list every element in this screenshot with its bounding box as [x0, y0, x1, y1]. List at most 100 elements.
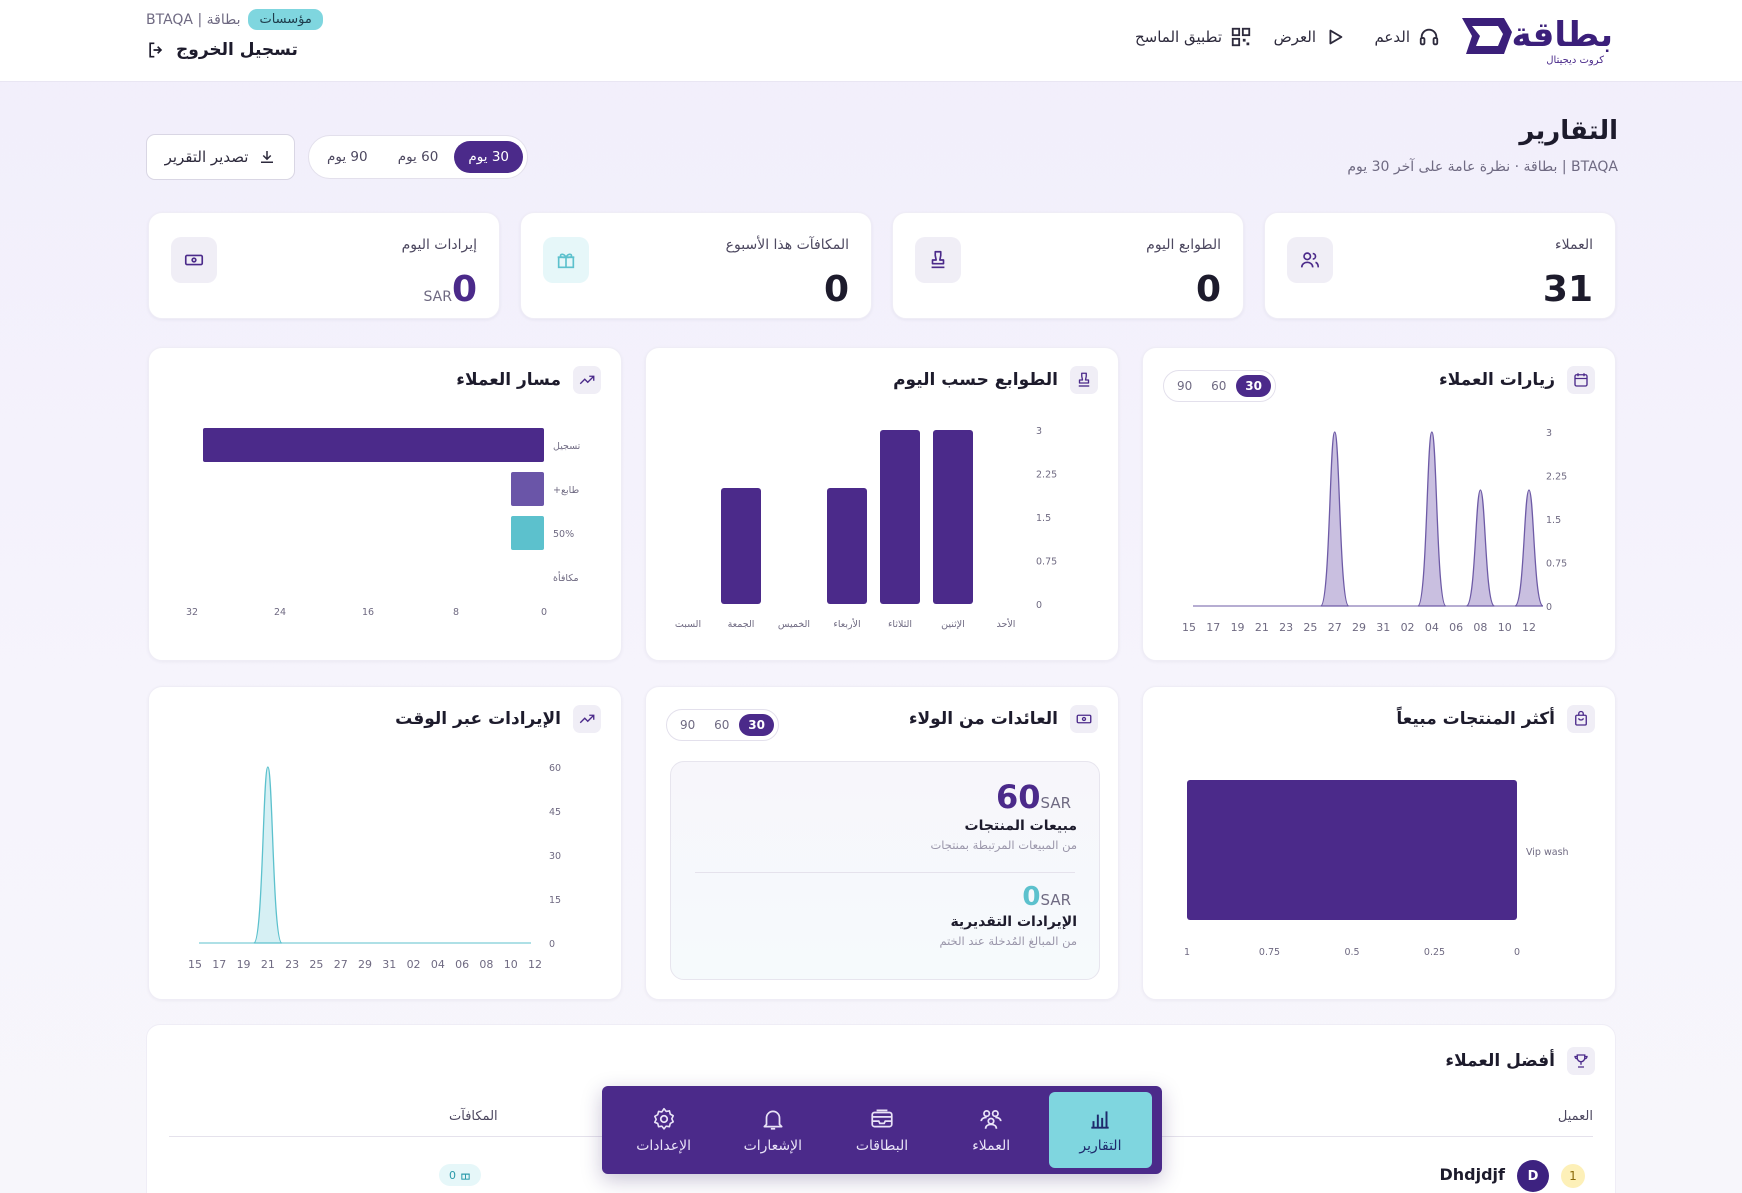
x-tick-label: 0.5 — [1344, 947, 1359, 958]
loyalty-est-title: الإيرادات التقديرية — [950, 914, 1077, 930]
x-tick-label: 02 — [1401, 621, 1415, 634]
visits-period-90[interactable]: 90 — [1177, 379, 1193, 393]
y-tick-label: 50% — [553, 529, 574, 540]
stamps-bar-chart: 0 0.75 1.5 2.25 3 الأحد الإثنين الثلاثاء الأربعا… — [675, 426, 1057, 630]
loyalty-period-90[interactable]: 90 — [680, 718, 696, 732]
stat-rewards-value: 0 — [823, 269, 849, 310]
page-subtitle: BTAQA | بطاقة · نظرة عامة على آخر 30 يوم — [1347, 159, 1618, 175]
nav-support-label: الدعم — [1374, 28, 1410, 46]
settings-icon — [653, 1107, 674, 1130]
x-tick-label: 10 — [1498, 621, 1512, 634]
export-label: تصدير التقرير — [164, 148, 249, 166]
stat-stamps-value: 0 — [1195, 269, 1221, 310]
panel-stamps-title: الطوابع حسب اليوم — [893, 370, 1058, 390]
nav-settings-label: الإعدادات — [636, 1138, 691, 1154]
stat-revenue-today: إيرادات اليوم SAR0 — [148, 212, 500, 319]
nav-scanner-app[interactable]: تطبيق الماسح — [1135, 26, 1252, 48]
products-bar-chart: Vip wash 0 0.25 0.5 0.75 1 — [1184, 780, 1569, 958]
org-type-badge: مؤسسات — [248, 9, 323, 30]
stat-revenue-label: إيرادات اليوم — [401, 237, 477, 253]
y-tick-label: 0 — [1546, 602, 1552, 613]
loyalty-est-value: 0 — [1022, 882, 1041, 912]
logout-icon — [149, 42, 163, 58]
x-tick-label: 0.25 — [1424, 947, 1445, 958]
visits-period-60[interactable]: 60 — [1211, 379, 1227, 393]
x-tick-label: 23 — [1279, 621, 1293, 634]
users-icon — [1287, 237, 1333, 283]
nav-offer-label: العرض — [1273, 28, 1316, 46]
y-tick-label: 30 — [549, 851, 561, 862]
x-tick-label: 29 — [358, 958, 372, 971]
nav-settings[interactable]: الإعدادات — [612, 1092, 715, 1168]
period-selector: 30 يوم 60 يوم 90 يوم — [308, 135, 528, 179]
panel-products-title: أكثر المنتجات مبيعاً — [1396, 709, 1555, 729]
brand-logo[interactable]: بطاقة كروت ديجيتال — [1458, 10, 1618, 66]
export-report-button[interactable]: تصدير التقرير — [146, 134, 295, 180]
cash-icon — [1070, 705, 1098, 733]
y-tick-label: 0.75 — [1036, 557, 1057, 568]
x-tick-label: 06 — [455, 958, 469, 971]
funnel-bar-chart: تسجيل +طابع 50% مكافأة 0 8 16 24 32 — [186, 428, 581, 618]
logout-button[interactable]: تسجيل الخروج — [146, 40, 298, 60]
people-icon — [980, 1110, 1002, 1129]
loyalty-divider — [695, 872, 1075, 873]
data-peak — [1417, 431, 1447, 607]
visits-area-chart: 0 0.75 1.5 2.25 3 15 17 19 21 23 25 27 29 31 02 04 06 08 1… — [1182, 428, 1567, 634]
nav-notifications[interactable]: الإشعارات — [721, 1092, 824, 1168]
data-peak — [1465, 489, 1496, 607]
gift-icon — [461, 1173, 470, 1180]
x-tick-label: 02 — [407, 958, 421, 971]
stat-customers-value: 31 — [1542, 269, 1593, 310]
loyalty-summary-box: 60SAR مبيعات المنتجات من المبيعات المرتب… — [670, 761, 1100, 980]
x-tick-label: 10 — [504, 958, 518, 971]
x-tick-label: 08 — [479, 958, 493, 971]
x-tick-label: 1 — [1184, 947, 1190, 958]
panel-revenue-over-time: الإيرادات عبر الوقت 0 15 30 45 60 15 17 19 21 23 2… — [148, 686, 622, 1000]
loyalty-sales-block: 60SAR مبيعات المنتجات من المبيعات المرتب… — [930, 778, 1077, 852]
nav-offer[interactable]: العرض — [1274, 26, 1346, 48]
y-tick-label: 45 — [549, 807, 561, 818]
org-info: BTAQA | بطاقة مؤسسات — [146, 9, 323, 30]
x-tick-label: 04 — [431, 958, 445, 971]
stat-rewards-label: المكافآت هذا الأسبوع — [725, 237, 849, 253]
nav-customers[interactable]: العملاء — [940, 1092, 1043, 1168]
period-90[interactable]: 90 يوم — [327, 149, 368, 165]
loyalty-period-30[interactable]: 30 — [739, 714, 774, 736]
loyalty-sales-value: 60 — [995, 778, 1041, 816]
x-tick-label: 25 — [1303, 621, 1317, 634]
bar — [203, 428, 544, 462]
customer-rank: 1 — [1561, 1164, 1585, 1188]
nav-support[interactable]: الدعم — [1374, 26, 1440, 48]
nav-reports[interactable]: التقارير — [1048, 1092, 1152, 1168]
bar — [827, 488, 867, 604]
page-title: التقارير — [1519, 116, 1618, 146]
x-tick-label: 0.75 — [1259, 947, 1280, 958]
y-tick-label: مكافأة — [553, 571, 579, 584]
loyalty-period-selector: 30 60 90 — [666, 709, 779, 741]
x-tick-label: الجمعة — [728, 619, 755, 630]
visits-period-30[interactable]: 30 — [1236, 375, 1271, 397]
period-30[interactable]: 30 يوم — [454, 141, 523, 173]
x-tick-label: 08 — [1473, 621, 1487, 634]
data-peak — [253, 766, 283, 944]
x-tick-label: الإثنين — [941, 619, 965, 630]
period-60[interactable]: 60 يوم — [397, 149, 439, 165]
nav-cards[interactable]: البطاقات — [830, 1092, 933, 1168]
stat-stamps-today: الطوابع اليوم 0 — [892, 212, 1244, 319]
x-tick-label: 19 — [1231, 621, 1245, 634]
stamp-icon — [1070, 366, 1098, 394]
x-tick-label: السبت — [675, 619, 701, 630]
loyalty-period-60[interactable]: 60 — [714, 718, 730, 732]
panel-revenue-header: الإيرادات عبر الوقت — [395, 705, 601, 733]
avatar: D — [1517, 1160, 1549, 1192]
y-tick-label: 0.75 — [1546, 559, 1567, 570]
panel-loyalty-revenue: العائدات من الولاء 30 60 90 60SAR مبيعات… — [645, 686, 1119, 1000]
bag-icon — [1567, 705, 1595, 733]
nav-scanner-label: تطبيق الماسح — [1134, 28, 1222, 46]
bar — [511, 516, 544, 550]
bar — [511, 472, 544, 506]
x-tick-label: 19 — [237, 958, 251, 971]
y-tick-label: 2.25 — [1546, 472, 1567, 483]
top-header: بطاقة كروت ديجيتال الدعم العرض تطبيق الم… — [0, 0, 1742, 82]
y-tick-label: Vip wash — [1526, 847, 1569, 858]
